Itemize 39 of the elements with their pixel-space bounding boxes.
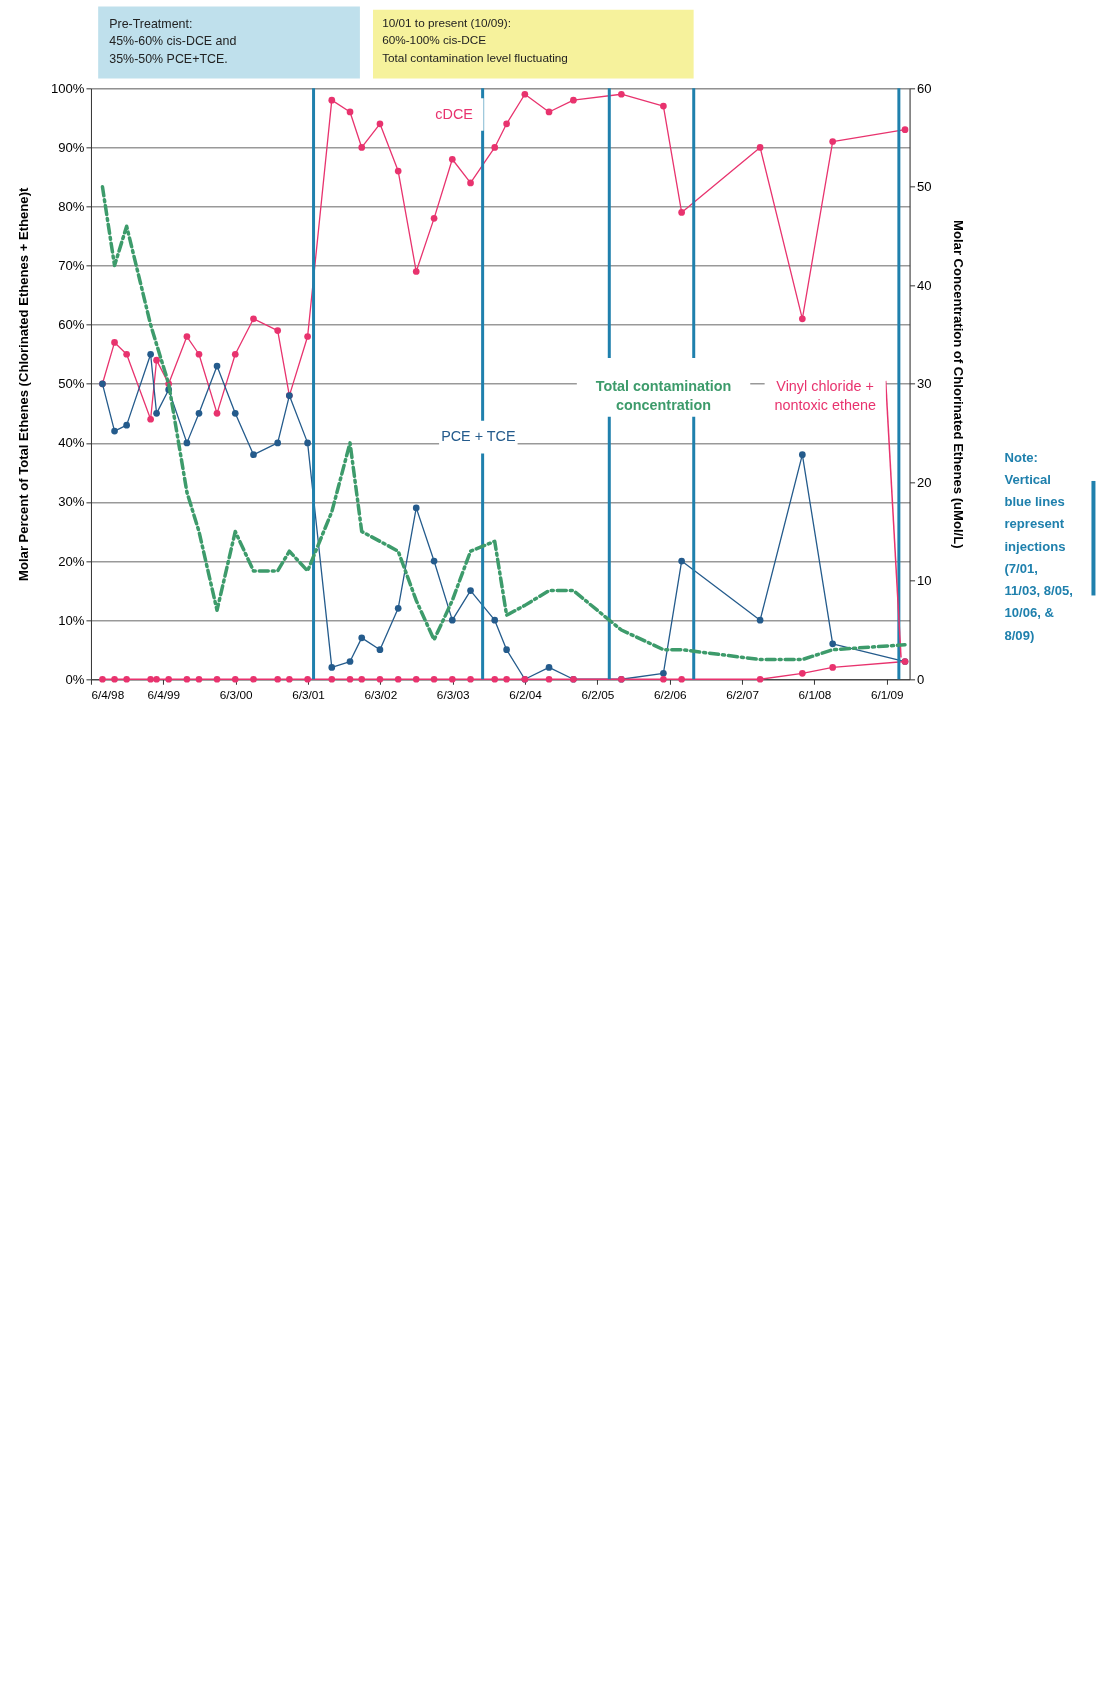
x-tick-label: 6/1/09: [870, 687, 904, 701]
y2-tick-label: 40: [917, 277, 932, 293]
x-tick-label: 6/2/06: [653, 687, 688, 701]
y-tick-label: 60%: [58, 317, 85, 333]
y2-tick-label: 20: [917, 474, 932, 490]
y-tick-label: 30%: [58, 494, 85, 510]
y2-tick-label: 30: [917, 376, 932, 392]
y-tick-label: 80%: [58, 199, 85, 215]
text: cDCE: [435, 105, 473, 122]
text: Total contamination concentration: [595, 378, 732, 413]
y2-tick-label: 60: [917, 80, 932, 96]
x-tick-label: 6/4/99: [147, 687, 181, 701]
y-tick-label: 90%: [58, 139, 85, 155]
y-tick-label: 10%: [58, 612, 85, 628]
x-tick-label: 6/2/04: [509, 687, 543, 701]
y-tick-label: 100%: [51, 80, 85, 96]
x-tick-label: 6/3/01: [292, 687, 325, 701]
y2-tick-label: 10: [917, 573, 932, 589]
text: Note: Vertical blue lines represent injections (7/01, 11/03, 8/05, 10/06, & 8/09): [1004, 449, 1073, 643]
text: Vinyl chloride + nontoxic ethene: [774, 378, 876, 413]
y-tick-label: 40%: [58, 435, 85, 451]
x-tick-label: 6/3/03: [436, 687, 471, 701]
text: Pre-Treatment: 45%-60% cis-DCE and 35%-50% PCE+TCE.: [109, 16, 237, 66]
text: PCE + TCE: [441, 428, 516, 445]
x-tick-label: 6/2/05: [581, 687, 615, 701]
x-tick-label: 6/3/02: [364, 687, 398, 701]
y-tick-label: 20%: [58, 553, 85, 569]
y2-axis-title: Molar Concentration of Chlorinated Ethenes (uMol/L): [951, 220, 967, 549]
y-axis-title: Molar Percent of Total Ethenes (Chlorinated Ethenes + Ethene)t: [16, 187, 32, 581]
text: 10/01 to present (10/09): 60%-100% cis-DCE Total contamination level fluctuating: [382, 15, 568, 64]
y-tick-label: 50%: [58, 376, 85, 392]
y-tick-label: 0%: [65, 671, 85, 687]
x-tick-label: 6/1/08: [798, 687, 832, 701]
x-tick-label: 6/2/07: [726, 687, 759, 701]
x-tick-label: 6/4/98: [91, 687, 125, 701]
y2-tick-label: 50: [917, 179, 932, 195]
x-tick-label: 6/3/00: [219, 687, 253, 701]
y2-tick-label: 0: [917, 671, 925, 687]
y-tick-label: 70%: [58, 258, 85, 274]
